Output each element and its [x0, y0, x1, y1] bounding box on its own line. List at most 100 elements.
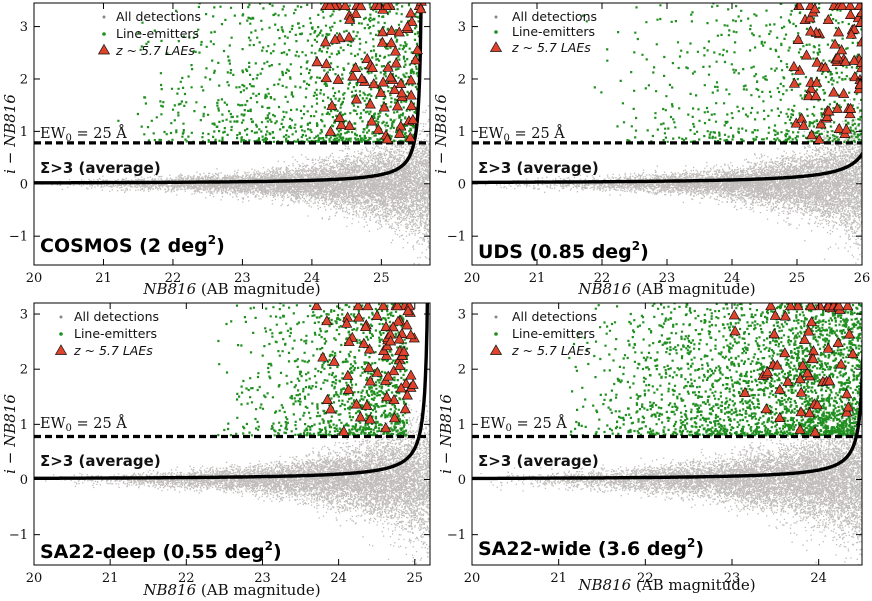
lae-marker: [792, 303, 804, 311]
lae-marker: [842, 303, 854, 311]
lae-marker: [774, 411, 786, 422]
line-emitters-points: [217, 303, 409, 437]
lae-marker: [768, 328, 780, 339]
lae-marker: [344, 13, 356, 24]
lae-marker: [814, 303, 826, 311]
legend-triangle-lae: [97, 43, 111, 55]
lae-marker: [809, 3, 821, 14]
lae-marker: [801, 367, 813, 378]
y-tick-label: 1: [20, 125, 28, 140]
lae-marker: [404, 131, 416, 142]
lae-marker: [335, 118, 347, 130]
lae-marker: [364, 98, 376, 109]
x-tick-label: 24: [330, 571, 347, 586]
y-tick-label: 3: [20, 308, 28, 323]
legend-triangle-lae: [54, 344, 68, 355]
lae-marker: [317, 351, 329, 362]
lae-marker: [319, 36, 332, 47]
lae-marker: [399, 403, 411, 414]
lae-marker: [338, 425, 350, 436]
lae-marker: [828, 86, 840, 97]
lae-marker: [363, 361, 375, 372]
lae-marker: [366, 61, 378, 72]
x-ticks: 20 21 22 23 24 25: [26, 3, 390, 286]
lae-marker: [343, 335, 355, 347]
lae-marker: [779, 347, 791, 358]
sigma-curve: [34, 303, 430, 480]
lae-marker: [350, 398, 363, 409]
lae-marker: [355, 3, 367, 11]
legend-label-all: All detections: [116, 9, 201, 24]
lae-marker: [380, 422, 392, 433]
ew-label: EW0 = 25 Å: [480, 414, 567, 434]
y-axis-label: i − NB816: [432, 94, 450, 174]
lae-points: [311, 3, 427, 144]
lae-marker: [838, 87, 850, 98]
lae-marker: [353, 311, 365, 322]
legend-label-lae: z ~ 5.7 LAEs: [73, 343, 153, 358]
x-tick-label: 25: [789, 271, 806, 286]
lae-marker: [795, 406, 807, 417]
legend-dot-all: [59, 315, 63, 319]
lae-marker: [381, 340, 393, 351]
lae-marker: [809, 426, 821, 437]
legend-label-lae: z ~ 5.7 LAEs: [511, 343, 591, 358]
lae-marker: [326, 99, 338, 110]
legend-dot-all: [102, 15, 106, 19]
lae-marker: [385, 71, 397, 82]
x-tick-label: 20: [464, 571, 481, 586]
lae-marker: [389, 45, 401, 56]
lae-marker: [832, 51, 844, 62]
legend-label-lae: z ~ 5.7 LAEs: [115, 43, 195, 58]
lae-marker: [385, 24, 398, 36]
lae-marker: [393, 333, 405, 344]
lae-marker: [364, 375, 376, 386]
line-emitters-points: [568, 303, 862, 437]
lae-marker: [831, 102, 843, 113]
lae-marker: [800, 49, 813, 60]
y-axis-label: i − NB816: [1, 94, 19, 174]
x-axis-label: NB816 (AB magnitude): [142, 280, 320, 298]
lae-marker: [343, 383, 355, 394]
legend: All detections Line-emitters z ~ 5.7 LAE…: [97, 9, 201, 58]
lae-marker: [350, 7, 362, 18]
y-tick-label: 0: [458, 177, 466, 192]
lae-marker: [391, 303, 404, 311]
legend-dot-line: [102, 32, 106, 36]
lae-marker: [854, 78, 862, 89]
lae-marker: [405, 7, 417, 18]
legend-label-all: All detections: [512, 9, 597, 24]
legend-dot-line: [494, 332, 498, 336]
lae-marker: [363, 343, 376, 354]
lae-marker: [728, 309, 740, 320]
y-tick-label: 2: [458, 363, 466, 378]
sigma-label: Σ>3 (average): [40, 452, 161, 470]
lae-marker: [339, 3, 351, 10]
lae-marker: [823, 375, 835, 386]
lae-marker: [405, 329, 417, 340]
x-tick-label: 20: [26, 571, 43, 586]
lae-marker: [810, 89, 822, 100]
lae-marker: [407, 378, 419, 389]
lae-marker: [799, 333, 811, 344]
lae-marker: [328, 355, 340, 366]
lae-marker: [329, 33, 341, 44]
y-tick-label: 0: [20, 177, 28, 192]
lae-marker: [375, 86, 387, 97]
lae-points: [728, 303, 859, 437]
y-tick-label: 3: [458, 308, 466, 323]
lae-marker: [321, 315, 333, 326]
lae-marker: [405, 369, 417, 380]
x-tick-label: 22: [637, 571, 654, 586]
x-tick-label: 22: [165, 271, 182, 286]
y-ticks: −1 0 1 2 3: [9, 20, 430, 245]
y-ticks: −1 0 1 2 3: [9, 308, 430, 543]
lae-marker: [392, 315, 404, 326]
lae-marker: [344, 119, 356, 131]
legend-label-all: All detections: [512, 309, 597, 324]
lae-marker: [803, 325, 815, 336]
x-tick-label: 24: [304, 271, 321, 286]
